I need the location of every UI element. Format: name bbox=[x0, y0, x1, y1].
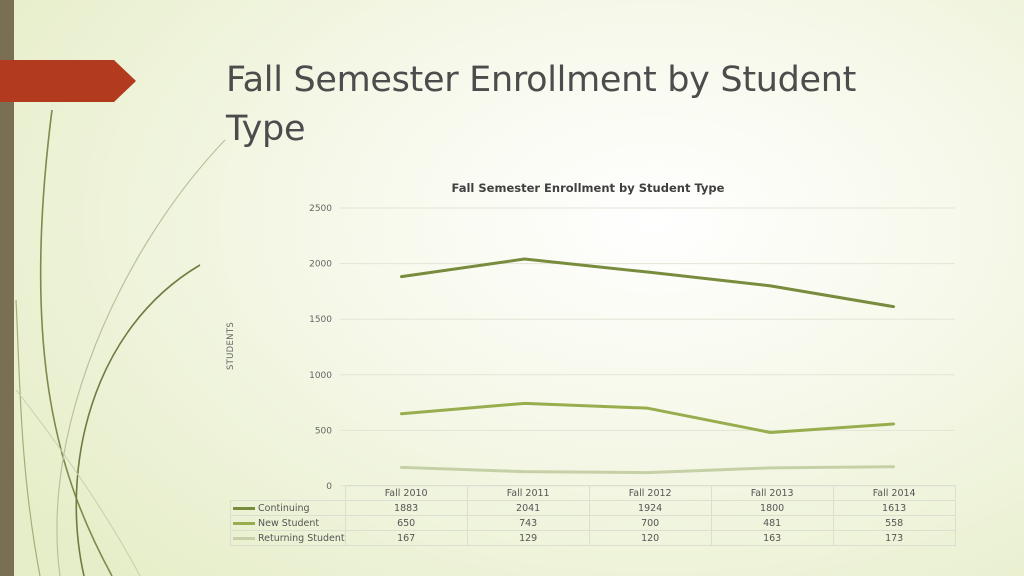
series-name: Returning Student bbox=[258, 532, 345, 544]
legend-entry-continuing: Continuing bbox=[230, 500, 346, 516]
y-tick-label: 1000 bbox=[309, 371, 332, 381]
data-label: 173 bbox=[832, 530, 956, 546]
decorative-swoosh-lines bbox=[15, 109, 226, 576]
swoosh-line bbox=[15, 389, 141, 576]
series-name: New Student bbox=[258, 517, 320, 529]
data-label: 700 bbox=[588, 515, 712, 531]
swoosh-line bbox=[75, 264, 201, 576]
legend-swatch bbox=[233, 506, 255, 510]
series-line-new-student bbox=[400, 401, 895, 435]
table-header-row: Fall 2010 Fall 2011 Fall 2012 Fall 2013 … bbox=[230, 485, 956, 501]
data-label: 163 bbox=[710, 530, 834, 546]
category-label: Fall 2012 bbox=[588, 485, 712, 501]
data-label: 129 bbox=[466, 530, 590, 546]
legend-swatch bbox=[233, 521, 255, 525]
legend-swatch bbox=[233, 536, 255, 540]
legend-entry-returning-student: Returning Student bbox=[230, 530, 346, 546]
table-row-returning-student: Returning Student 167 129 120 163 173 bbox=[230, 530, 956, 546]
swoosh-line bbox=[39, 109, 113, 576]
slide-title: Fall Semester Enrollment by Student Type bbox=[226, 60, 857, 149]
series-name: Continuing bbox=[258, 502, 310, 514]
table-corner-cell bbox=[230, 485, 346, 501]
category-label: Fall 2011 bbox=[466, 485, 590, 501]
y-tick-label: 2000 bbox=[309, 260, 332, 270]
y-tick-label: 2500 bbox=[309, 204, 332, 214]
table-row-new-student: New Student 650 743 700 481 558 bbox=[230, 515, 956, 531]
y-tick-label: 500 bbox=[315, 426, 332, 436]
chart-title: Fall Semester Enrollment by Student Type bbox=[451, 181, 725, 195]
swoosh-line bbox=[15, 299, 41, 576]
category-label: Fall 2014 bbox=[832, 485, 956, 501]
legend-entry-new-student: New Student bbox=[230, 515, 346, 531]
table-row-continuing: Continuing 1883 2041 1924 1800 1613 bbox=[230, 500, 956, 516]
series-line-returning-student bbox=[400, 465, 895, 475]
swoosh-line bbox=[56, 139, 226, 576]
data-label: 2041 bbox=[466, 500, 590, 516]
data-label: 743 bbox=[466, 515, 590, 531]
left-accent-bar bbox=[0, 0, 14, 576]
data-label: 1613 bbox=[832, 500, 956, 516]
data-label: 1800 bbox=[710, 500, 834, 516]
title-accent-arrow bbox=[0, 60, 136, 102]
data-label: 558 bbox=[832, 515, 956, 531]
category-label: Fall 2010 bbox=[344, 485, 468, 501]
data-label: 167 bbox=[344, 530, 468, 546]
data-label: 120 bbox=[588, 530, 712, 546]
data-label: 1883 bbox=[344, 500, 468, 516]
category-label: Fall 2013 bbox=[710, 485, 834, 501]
chart-data-table: Fall 2010 Fall 2011 Fall 2012 Fall 2013 … bbox=[230, 485, 956, 546]
data-label: 650 bbox=[344, 515, 468, 531]
data-label: 1924 bbox=[588, 500, 712, 516]
series-line-continuing bbox=[400, 257, 895, 309]
y-tick-label: 1500 bbox=[309, 315, 332, 325]
data-label: 481 bbox=[710, 515, 834, 531]
